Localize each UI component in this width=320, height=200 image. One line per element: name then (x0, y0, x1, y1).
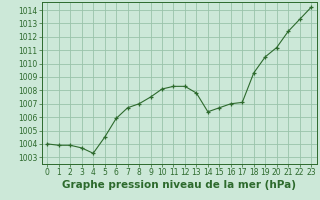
X-axis label: Graphe pression niveau de la mer (hPa): Graphe pression niveau de la mer (hPa) (62, 180, 296, 190)
